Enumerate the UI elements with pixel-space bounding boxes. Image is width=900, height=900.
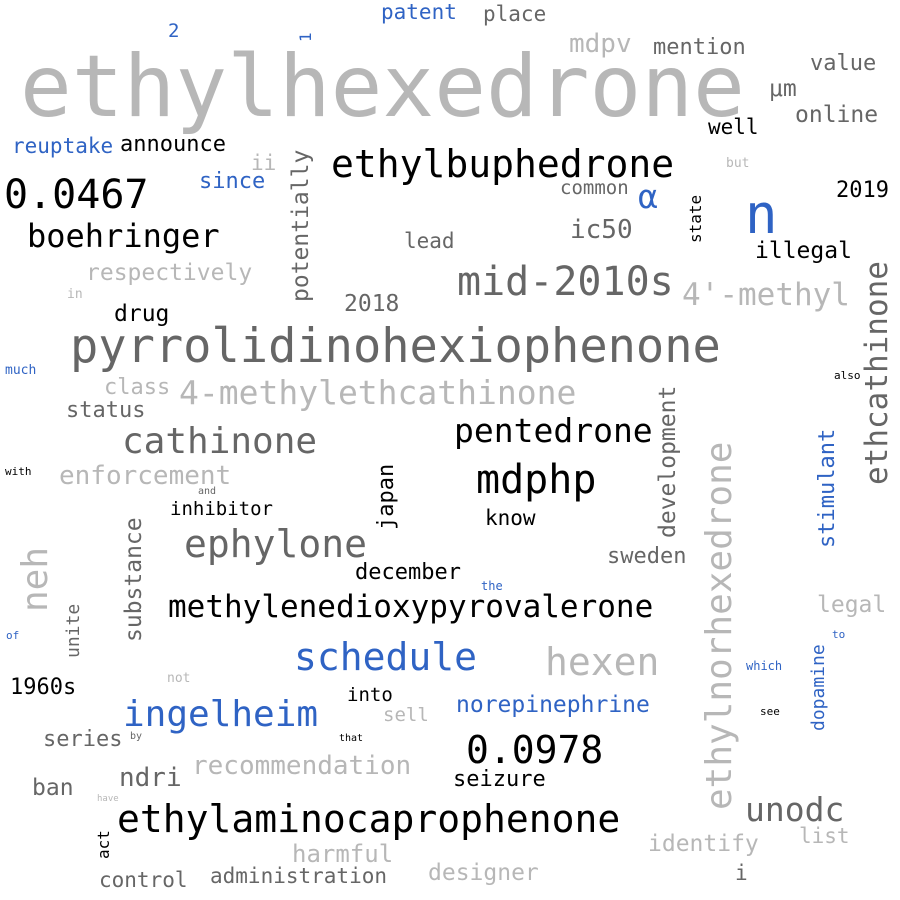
word: japan <box>374 463 399 530</box>
word: ingelheim <box>123 694 319 735</box>
word: ndri <box>119 763 182 793</box>
word: development <box>655 385 681 538</box>
word: ethylhexedrone <box>20 37 745 137</box>
word: which <box>746 659 783 673</box>
word: and <box>198 486 217 497</box>
word: see <box>760 705 780 718</box>
word: neh <box>15 546 56 612</box>
word: control <box>99 868 188 892</box>
word: since <box>199 169 266 194</box>
word: sell <box>383 704 429 726</box>
word: value <box>810 51 877 76</box>
word: ban <box>32 775 74 801</box>
word: administration <box>210 864 388 888</box>
word: into <box>347 684 393 706</box>
word: with <box>5 465 32 478</box>
word: by <box>130 731 143 742</box>
word: online <box>795 102 879 128</box>
word: α <box>638 177 658 216</box>
word: patent <box>381 0 457 24</box>
word: potentially <box>288 149 314 302</box>
word: that <box>339 733 364 744</box>
word: boehringer <box>27 217 220 255</box>
word: well <box>708 115 759 139</box>
word: hexen <box>545 640 660 684</box>
word: of <box>6 629 20 642</box>
word: ephylone <box>184 522 368 566</box>
word: list <box>799 824 850 848</box>
word: 2018 <box>344 291 400 317</box>
word: ic50 <box>570 215 633 245</box>
word: μm <box>769 76 797 102</box>
word: recommendation <box>192 751 412 781</box>
word: ethylnorhexedrone <box>699 441 740 810</box>
word: respectively <box>86 260 253 286</box>
word: but <box>726 156 750 171</box>
word: lead <box>404 229 455 253</box>
word: norepinephrine <box>456 692 650 718</box>
word: ethcathinone <box>859 261 895 485</box>
word: also <box>834 369 861 382</box>
word: pentedrone <box>454 411 653 450</box>
word: announce <box>120 132 226 157</box>
word: 4'-methyl <box>682 277 850 313</box>
word: act <box>94 830 113 859</box>
word: ethylbuphedrone <box>331 142 675 186</box>
word: much <box>5 363 37 378</box>
word: 0.0978 <box>466 728 604 772</box>
word: dopamine <box>808 644 829 731</box>
word: know <box>485 506 536 530</box>
word: seizure <box>453 767 546 792</box>
word: n <box>745 183 778 246</box>
word: inhibitor <box>170 498 273 520</box>
word: illegal <box>755 238 852 264</box>
word: sweden <box>607 544 687 569</box>
word: i <box>735 861 748 885</box>
word: series <box>43 727 123 752</box>
word: unodc <box>745 790 845 829</box>
word: pyrrolidinohexiophenone <box>70 319 721 374</box>
word: 0.0467 <box>4 172 149 218</box>
word: identify <box>648 831 759 857</box>
word: 2019 <box>836 178 889 203</box>
word: mention <box>653 35 746 60</box>
word: common <box>560 177 629 199</box>
word: class <box>104 375 171 400</box>
word: 1 <box>296 32 315 42</box>
word: status <box>66 398 146 423</box>
word: drug <box>114 301 170 327</box>
word: 2 <box>168 20 180 42</box>
word: cathinone <box>122 421 318 462</box>
word: place <box>483 2 547 26</box>
word: december <box>355 560 461 585</box>
word: not <box>167 671 191 686</box>
word: mid-2010s <box>457 259 674 305</box>
word: unite <box>63 603 84 658</box>
word: to <box>832 628 846 641</box>
word: 1960s <box>10 675 77 700</box>
word: 4-methylethcathinone <box>179 373 577 412</box>
word: the <box>481 579 503 593</box>
word: mdphp <box>476 457 597 503</box>
word: have <box>97 794 119 804</box>
word: stimulant <box>815 428 840 548</box>
word: substance <box>121 517 147 642</box>
word: schedule <box>294 635 478 679</box>
word: state <box>686 194 705 243</box>
word: ethylaminocaprophenone <box>117 797 621 841</box>
word: harmful <box>292 840 394 868</box>
word: designer <box>428 860 539 886</box>
word: ii <box>251 151 277 175</box>
word: enforcement <box>59 461 232 491</box>
word: legal <box>817 592 887 618</box>
word: reuptake <box>12 134 114 158</box>
word: methylenedioxypyrovalerone <box>168 589 654 625</box>
word: in <box>67 287 83 302</box>
word: mdpv <box>569 29 632 59</box>
